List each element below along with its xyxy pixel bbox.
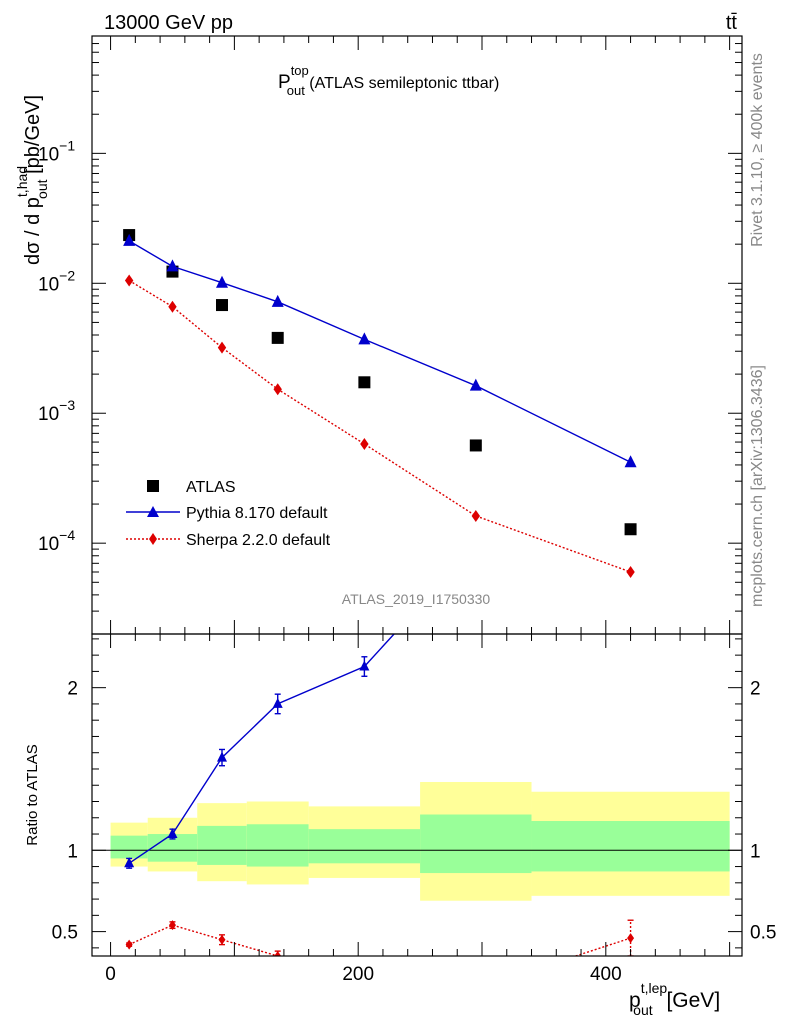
main-point-atlas [624, 523, 637, 536]
ratio-stat-uncertainty-band [110, 835, 148, 859]
ratio-frame [91, 633, 743, 957]
legend-marker-sherpa [149, 533, 157, 545]
main-y-tick-label: 10−1 [38, 137, 75, 165]
ratio-point-pythia [626, 470, 636, 480]
legend: ATLAS Pythia 8.170 default Sherpa 2.2.0 … [126, 479, 331, 549]
ratio-point-sherpa [627, 933, 635, 944]
ratio-stat-uncertainty-band [197, 825, 247, 865]
main-point-pythia [216, 275, 228, 288]
energy-label: 13000 GeV pp [104, 12, 233, 34]
main-y-tick-label: 10−3 [38, 397, 75, 425]
main-y-tick-label: 10−2 [38, 267, 75, 295]
process-label: tt̄ [726, 12, 738, 34]
plot-title: Ptop out (ATLAS semileptonic ttbar) [278, 63, 499, 98]
ratio-y-tick-label-left: 2 [67, 679, 78, 700]
x-axis-label: pt,lep out [GeV] [629, 980, 720, 1018]
ratio-panel: 0.5 0.5 1 1 2 2 0 200 400 Ratio to ATLAS pt,lep o… [24, 470, 776, 1018]
main-line-pythia [128, 240, 631, 463]
main-point-atlas [216, 299, 228, 312]
main-point-sherpa [124, 274, 134, 287]
rivet-version-label: Rivet 3.1.10, ≥ 400k events [749, 53, 766, 247]
main-line-sherpa [128, 279, 631, 573]
ratio-point-pythia [471, 539, 481, 549]
ratio-point-sherpa [168, 920, 176, 931]
main-point-atlas [469, 439, 482, 452]
main-y-axis-label: dσ / d pt,had out [pb/GeV] [14, 95, 50, 265]
main-point-pythia [166, 259, 179, 272]
main-point-sherpa [168, 300, 177, 313]
ratio-point-sherpa [125, 939, 133, 950]
ratio-y-axis-label: Ratio to ATLAS [24, 744, 41, 845]
main-point-pythia [271, 294, 284, 307]
main-point-sherpa [471, 509, 481, 522]
ratio-stat-uncertainty-band [246, 824, 309, 867]
ratio-stat-uncertainty-band [420, 814, 532, 874]
ratio-stat-uncertainty-band [308, 829, 421, 864]
ratio-y-tick-label-right: 1 [750, 841, 761, 862]
legend-label-pythia: Pythia 8.170 default [186, 505, 328, 522]
ratio-y-tick-label-left: 1 [67, 841, 78, 862]
ratio-point-pythia [167, 828, 178, 839]
ratio-point-sherpa [472, 984, 479, 994]
analysis-id-watermark: ATLAS_2019_I1750330 [342, 591, 491, 607]
main-point-sherpa [626, 566, 635, 579]
main-point-pythia [123, 233, 136, 246]
main-point-sherpa [360, 437, 369, 450]
main-point-pythia [624, 455, 637, 468]
ratio-y-tick-label-right: 2 [750, 679, 761, 700]
x-tick-label: 0 [105, 964, 116, 985]
legend-marker-atlas [147, 480, 159, 492]
main-y-tick-label: 10−4 [38, 527, 75, 555]
main-point-pythia [469, 378, 482, 391]
ratio-point-pythia [272, 697, 283, 708]
main-point-atlas [358, 376, 371, 389]
x-tick-label: 200 [342, 964, 374, 985]
ratio-point-pythia [124, 857, 135, 868]
ratio-point-sherpa [274, 951, 282, 956]
legend-marker-pythia [147, 506, 159, 517]
ratio-point-pythia [217, 751, 227, 762]
main-point-pythia [358, 332, 371, 345]
main-point-sherpa [273, 383, 282, 396]
main-panel: 10−1 10−2 10−3 10−4 Ptop out (ATLAS semilept… [14, 35, 743, 635]
x-tick-label: 400 [590, 964, 622, 985]
main-point-sherpa [217, 341, 227, 354]
mcplots-label: mcplots.cern.ch [arXiv:1306.3436] [749, 365, 766, 607]
legend-label-atlas: ATLAS [186, 479, 236, 496]
ratio-line-sherpa [128, 924, 631, 956]
ratio-y-tick-label-right: 0.5 [750, 923, 776, 944]
ratio-stat-uncertainty-band [531, 821, 730, 872]
main-point-atlas [271, 331, 284, 344]
ratio-y-tick-label-left: 0.5 [52, 923, 78, 944]
ratio-point-pythia [359, 660, 370, 671]
legend-label-sherpa: Sherpa 2.2.0 default [186, 532, 331, 549]
ratio-point-sherpa [218, 934, 226, 945]
